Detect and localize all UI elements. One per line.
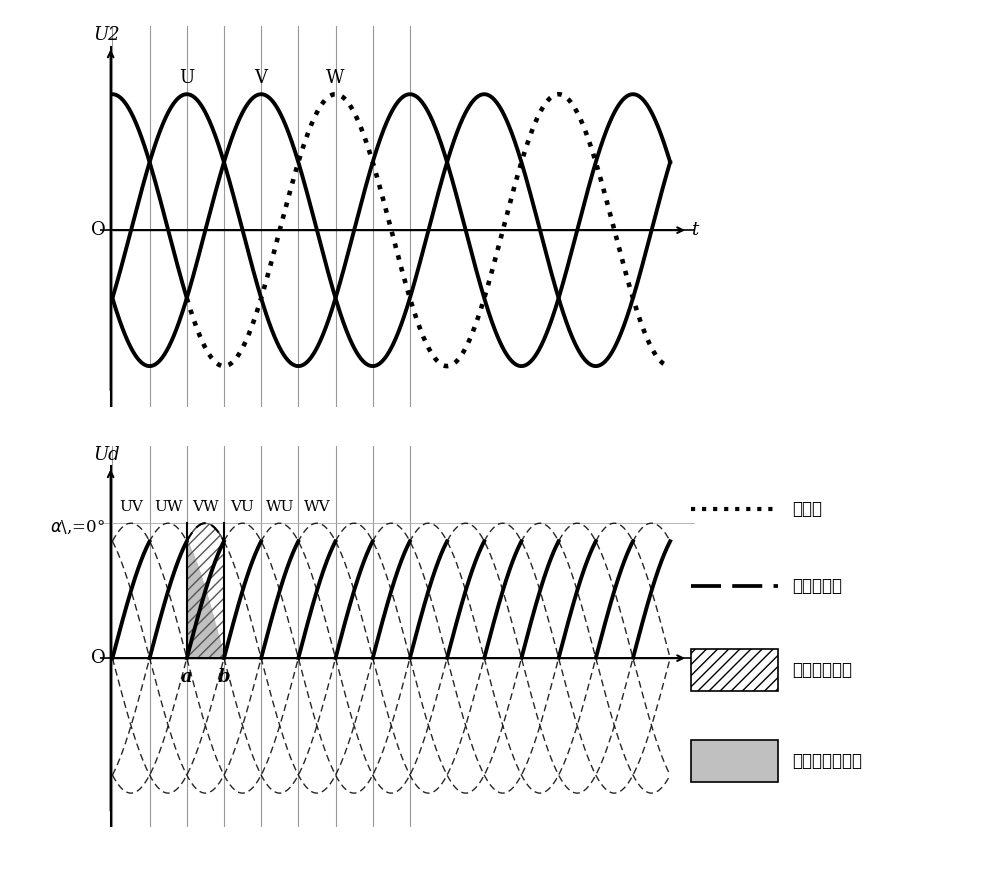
Text: WU: WU (265, 500, 294, 514)
Bar (691, 649, 778, 691)
Text: V: V (255, 69, 268, 88)
Text: UW: UW (154, 500, 182, 514)
Bar (691, 740, 778, 782)
Text: 缺相发生点: 缺相发生点 (792, 578, 842, 595)
Text: WV: WV (304, 500, 330, 514)
Text: $\alpha$\,=0°: $\alpha$\,=0° (50, 519, 105, 536)
Text: 缺相后电压积分: 缺相后电压积分 (792, 752, 862, 770)
Text: a: a (181, 668, 193, 686)
Text: UV: UV (119, 500, 143, 514)
Text: 所缺相: 所缺相 (792, 500, 822, 518)
Text: 正常电压积分: 正常电压积分 (792, 662, 852, 679)
Text: t: t (691, 649, 699, 667)
Text: O: O (91, 221, 105, 239)
Text: W: W (326, 69, 345, 88)
Text: b: b (218, 668, 230, 686)
Text: VW: VW (192, 500, 219, 514)
Text: t: t (691, 221, 699, 239)
Text: O: O (91, 649, 105, 667)
Text: VU: VU (231, 500, 254, 514)
Text: U: U (179, 69, 194, 88)
Text: U2: U2 (94, 26, 120, 44)
Text: Ud: Ud (94, 445, 120, 464)
